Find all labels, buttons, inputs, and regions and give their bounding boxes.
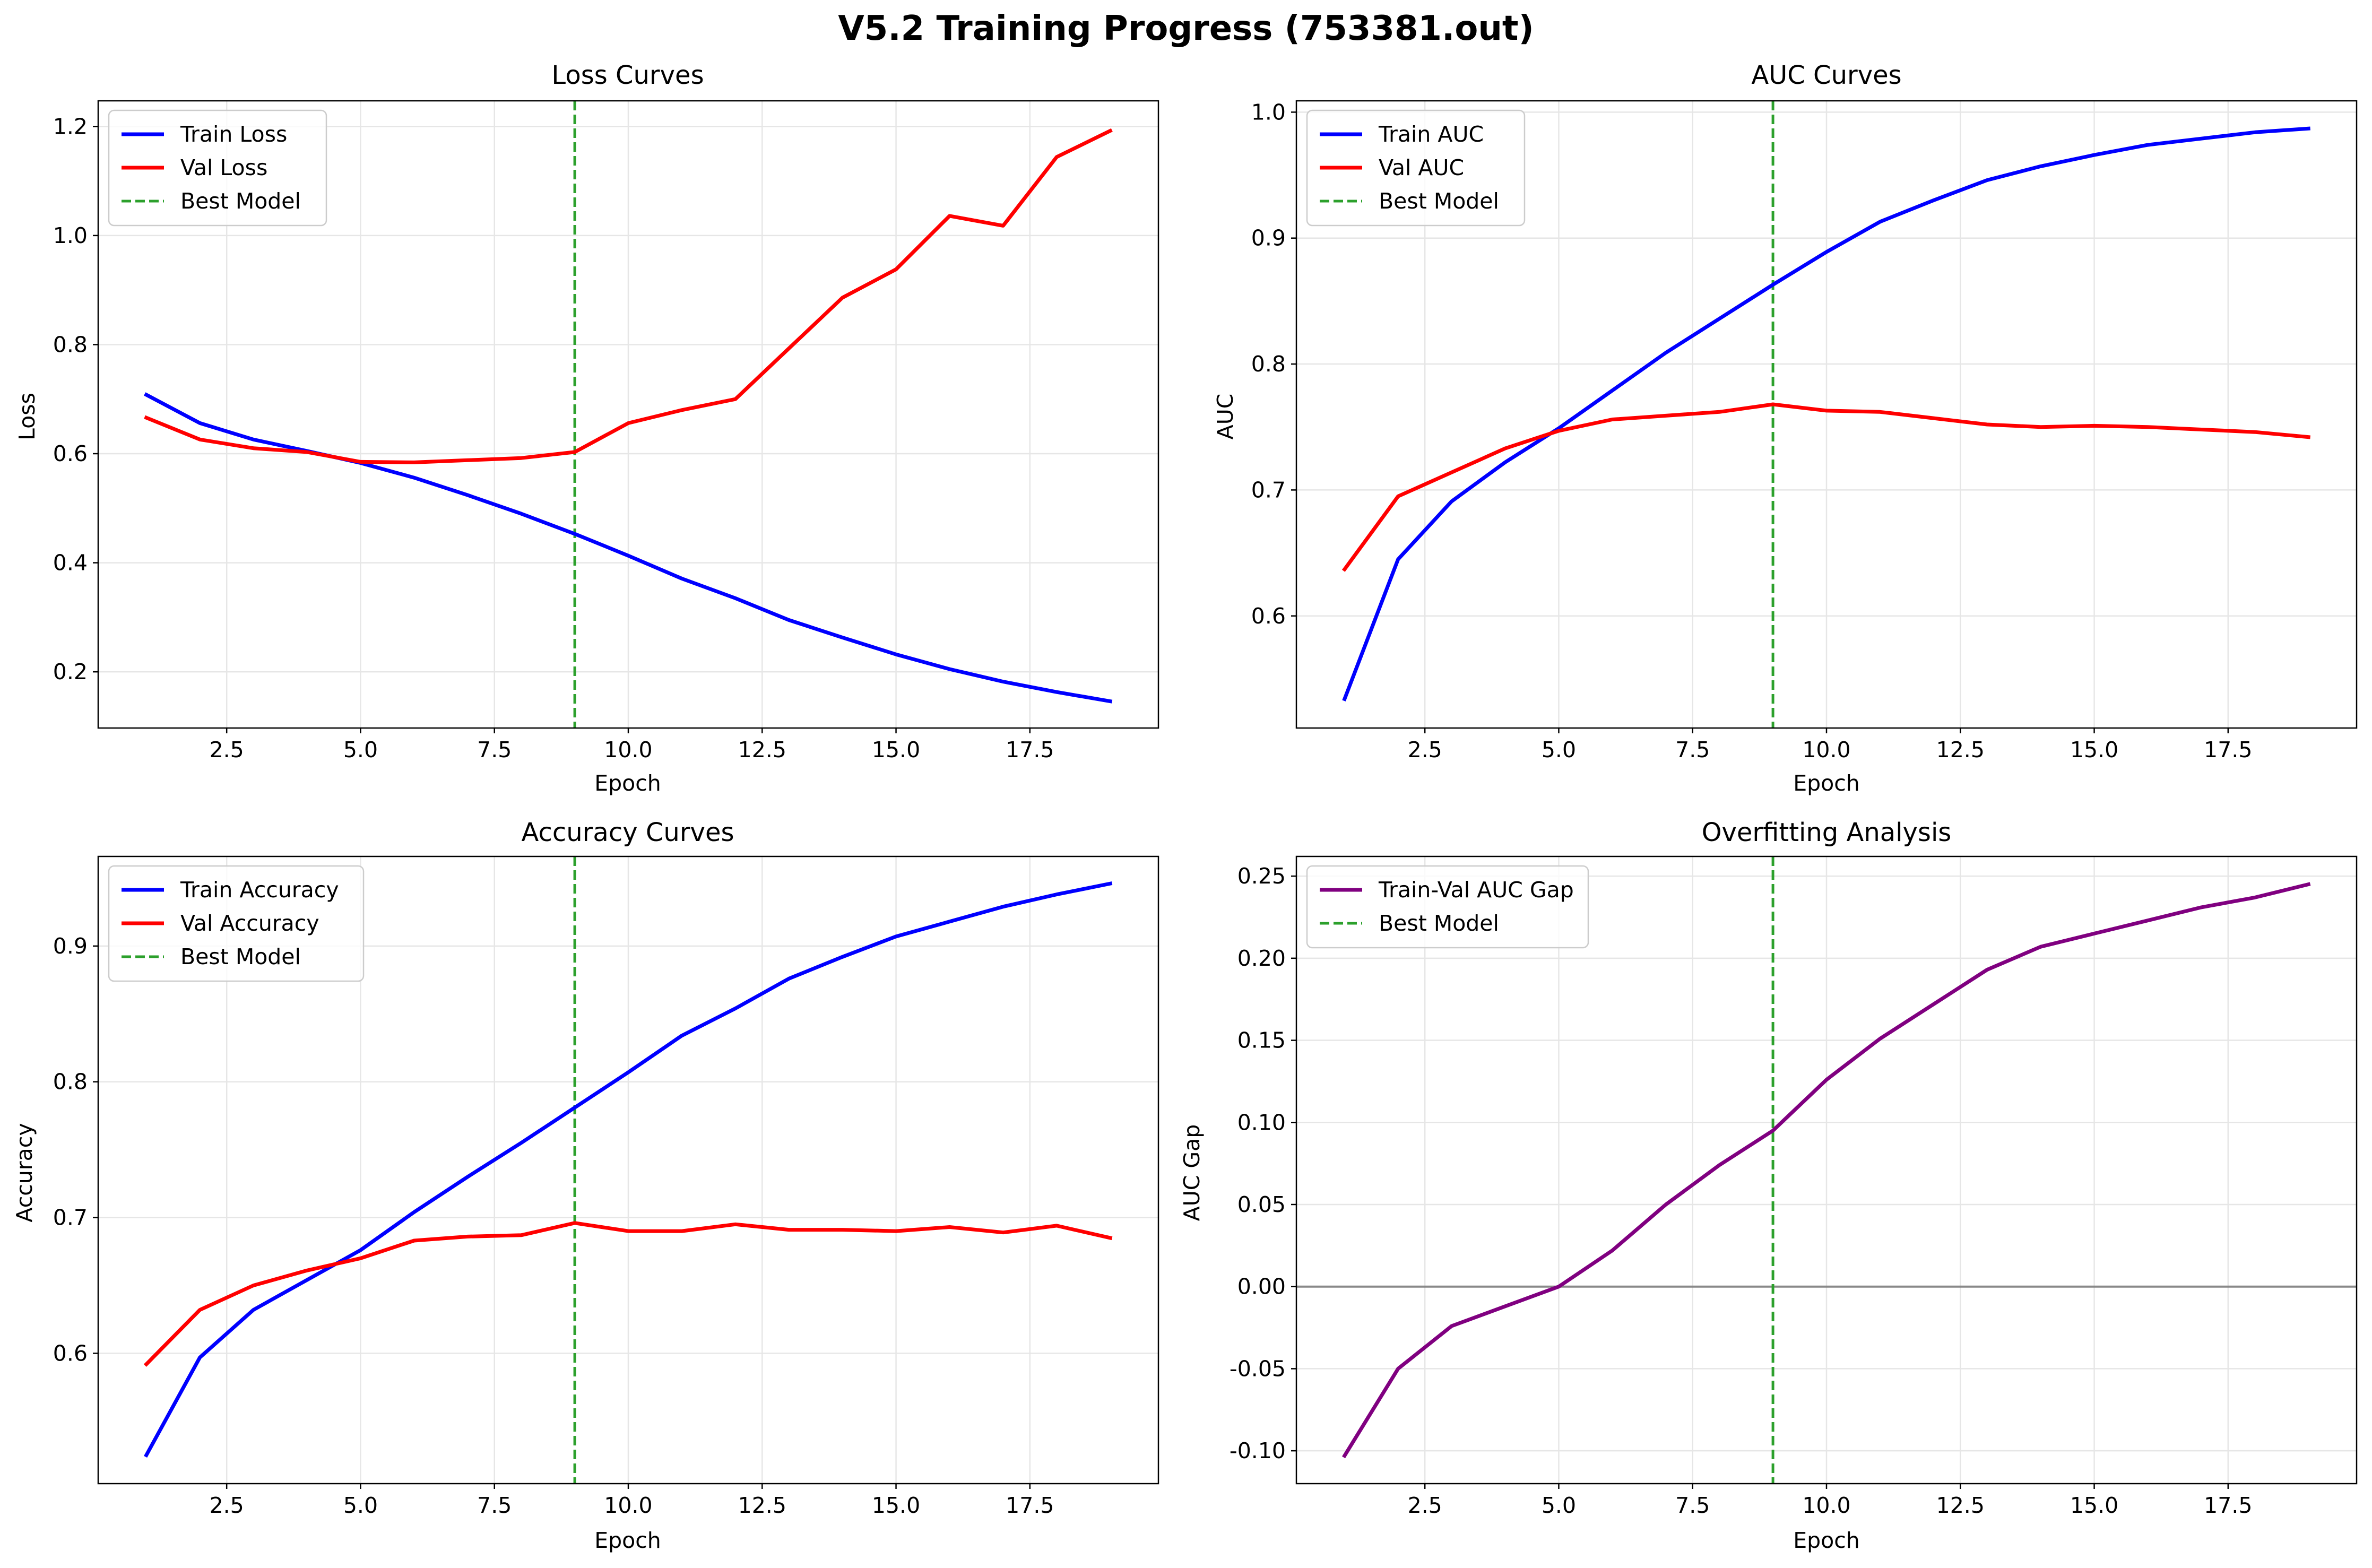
val-accuracy-line [143,1221,1113,1367]
y-axis-label: AUC [1213,394,1238,440]
figure-title: V5.2 Training Progress (753381.out) [838,9,1534,48]
y-tick-label: 0.2 [53,659,88,685]
y-tick-label: 1.0 [1251,99,1286,125]
overfitting-analysis-panel: Overfitting Analysis Epoch AUC Gap 2.5 5.… [1179,818,2358,1553]
legend-label: Best Model [180,944,301,969]
legend-label: Train Accuracy [180,877,339,903]
x-tick-label: 12.5 [1936,737,1985,763]
x-tick-label: 2.5 [210,1493,244,1518]
x-axis-label: Epoch [594,1528,661,1553]
train-accuracy-line [144,881,1113,1458]
x-tick-label: 5.0 [343,737,378,763]
x-tick-label: 5.0 [1542,1493,1576,1518]
x-tick-label: 17.5 [1006,737,1054,763]
x-tick-label: 15.0 [872,1493,920,1518]
legend-box [108,109,327,227]
x-tick-label: 12.5 [738,737,786,763]
accuracy-curves-panel: Accuracy Curves Epoch Accuracy 2.5 5.0 7.5… [12,818,1159,1553]
y-tick-label: 0.15 [1237,1028,1286,1053]
x-tick-label: 17.5 [2204,1493,2252,1518]
x-tick-label: 2.5 [1408,1493,1442,1518]
legend-label: Train AUC [1378,122,1484,147]
train-val-auc-gap-line [1341,882,2311,1459]
x-axis-label: Epoch [1793,770,1860,796]
y-tick-label: 0.7 [53,1205,88,1231]
panel-title: Loss Curves [551,60,704,90]
x-axis-label: Epoch [1793,1528,1860,1553]
y-tick-label: 0.9 [1251,226,1286,251]
y-tick-label: 0.8 [1251,351,1286,377]
x-axis-label: Epoch [594,770,661,796]
y-tick-label: 0.10 [1237,1110,1286,1135]
train-auc-line [1342,126,2310,701]
legend-box [1306,109,1526,227]
loss-curves-panel: Loss Curves Epoch Loss 2.5 5.0 7.5 10.0 12.5… [14,60,1159,796]
legend-box [108,865,365,982]
x-tick-label: 7.5 [477,1493,512,1518]
x-tick-label: 7.5 [1675,737,1710,763]
y-tick-label: 0.6 [1251,603,1286,629]
x-tick-label: 12.5 [738,1493,786,1518]
x-tick-label: 10.0 [1802,737,1850,763]
val-auc-line [1341,402,2311,572]
y-tick-label: 0.8 [53,1069,88,1095]
y-tick-label: 0.6 [53,441,88,466]
legend-label: Best Model [180,188,301,214]
legend-label: Val AUC [1379,155,1464,180]
x-tick-label: 15.0 [872,737,920,763]
y-tick-label: 0.9 [53,933,88,959]
x-tick-label: 15.0 [2070,737,2118,763]
x-tick-label: 2.5 [1408,737,1442,763]
y-tick-label: 1.2 [53,114,88,139]
y-tick-label: 0.8 [53,332,88,357]
x-tick-label: 10.0 [604,737,652,763]
y-tick-label: 0.25 [1237,863,1286,889]
legend-label: Best Model [1379,188,1499,214]
legend-label: Val Loss [180,155,267,180]
x-tick-label: 7.5 [477,737,512,763]
y-tick-label: 0.00 [1237,1274,1286,1300]
legend-box [1306,865,1589,949]
y-axis-label: Accuracy [12,1123,37,1222]
x-tick-label: 5.0 [1542,737,1576,763]
x-tick-label: 10.0 [1802,1493,1850,1518]
y-tick-label: 1.0 [53,223,88,248]
y-tick-label: 0.05 [1237,1192,1286,1217]
x-tick-label: 17.5 [2204,737,2252,763]
y-tick-label: -0.10 [1230,1438,1286,1463]
x-tick-label: 7.5 [1675,1493,1710,1518]
x-tick-label: 10.0 [604,1493,652,1518]
x-tick-label: 15.0 [2070,1493,2118,1518]
val-loss-line [144,128,1113,464]
x-tick-label: 5.0 [343,1493,378,1518]
y-tick-label: 0.7 [1251,477,1286,503]
y-tick-label: -0.05 [1230,1356,1286,1381]
panel-title: Overfitting Analysis [1702,818,1952,847]
panel-title: Accuracy Curves [521,818,734,847]
legend-label: Val Accuracy [180,911,319,936]
legend-label: Best Model [1379,911,1499,936]
legend-label: Train Loss [180,122,287,147]
y-tick-label: 0.20 [1237,946,1286,971]
y-axis-label: Loss [14,393,40,440]
y-tick-label: 0.4 [53,550,88,576]
panel-title: AUC Curves [1751,60,1901,90]
legend-label: Train-Val AUC Gap [1378,877,1574,903]
y-tick-label: 0.6 [53,1340,88,1366]
y-axis-label: AUC Gap [1179,1124,1205,1222]
x-tick-label: 12.5 [1936,1493,1985,1518]
x-tick-label: 2.5 [210,737,244,763]
x-tick-label: 17.5 [1006,1493,1054,1518]
auc-curves-panel: AUC Curves Epoch AUC 2.5 5.0 7.5 10.0 12.5 15… [1213,60,2358,796]
